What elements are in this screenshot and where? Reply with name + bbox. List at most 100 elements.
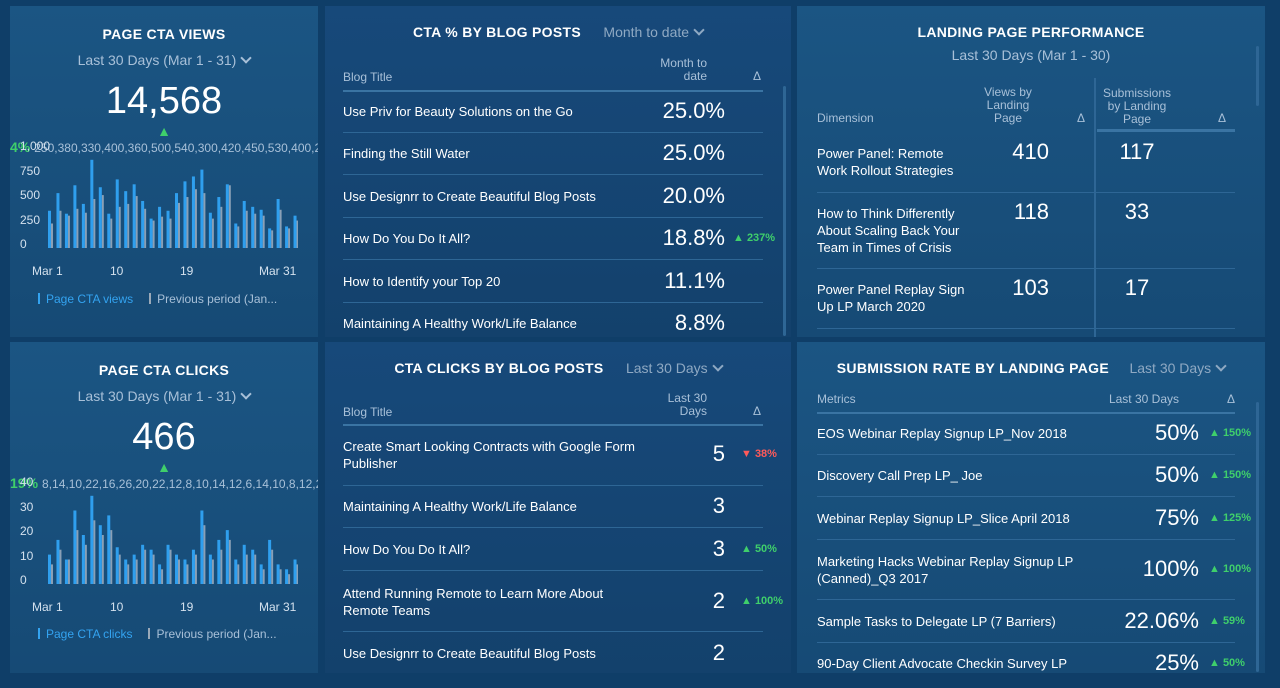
current-bar[interactable] bbox=[90, 495, 94, 584]
legend-current[interactable]: Page CTA clicks bbox=[38, 627, 132, 641]
current-bar[interactable] bbox=[73, 510, 77, 585]
previous-bar[interactable] bbox=[245, 210, 248, 248]
current-bar[interactable] bbox=[225, 184, 229, 248]
current-bar[interactable] bbox=[293, 559, 297, 585]
previous-bar[interactable] bbox=[186, 197, 189, 248]
previous-bar[interactable] bbox=[220, 549, 223, 584]
current-bar[interactable] bbox=[48, 210, 51, 248]
previous-bar[interactable] bbox=[118, 554, 121, 584]
previous-bar[interactable] bbox=[101, 535, 104, 584]
current-bar[interactable] bbox=[158, 564, 162, 584]
previous-bar[interactable] bbox=[262, 569, 265, 584]
previous-bar[interactable] bbox=[296, 564, 298, 584]
previous-bar[interactable] bbox=[127, 564, 130, 584]
table-row[interactable]: How to Identify your Top 20 11.1% bbox=[343, 260, 763, 303]
current-bar[interactable] bbox=[98, 187, 102, 248]
previous-bar[interactable] bbox=[254, 554, 257, 584]
previous-bar[interactable] bbox=[76, 530, 79, 584]
previous-bar[interactable] bbox=[110, 218, 113, 248]
table-row[interactable]: Attend Running Remote to Learn More Abou… bbox=[343, 571, 783, 632]
col-header-submissions[interactable]: Submissions by Landing Page bbox=[1102, 86, 1172, 126]
previous-bar[interactable] bbox=[178, 559, 180, 585]
current-bar[interactable] bbox=[191, 176, 195, 248]
current-bar[interactable] bbox=[166, 544, 170, 584]
previous-bar[interactable] bbox=[135, 559, 138, 585]
legend-previous[interactable]: Previous period (Jan... bbox=[149, 292, 277, 306]
scrollbar[interactable] bbox=[1256, 402, 1259, 672]
current-bar[interactable] bbox=[175, 193, 178, 248]
previous-bar[interactable] bbox=[237, 226, 240, 248]
current-bar[interactable] bbox=[64, 213, 68, 248]
previous-bar[interactable] bbox=[51, 223, 53, 249]
table-row[interactable]: Use Designrr to Create Beautiful Blog Po… bbox=[343, 175, 763, 218]
previous-bar[interactable] bbox=[118, 206, 121, 248]
previous-bar[interactable] bbox=[101, 195, 104, 248]
table-row[interactable]: How Do You Do It All? 3 ▲ 50% bbox=[343, 528, 777, 571]
previous-bar[interactable] bbox=[93, 520, 96, 584]
current-bar[interactable] bbox=[276, 199, 280, 248]
previous-bar[interactable] bbox=[203, 193, 206, 248]
previous-bar[interactable] bbox=[211, 559, 214, 585]
current-bar[interactable] bbox=[217, 539, 221, 584]
previous-bar[interactable] bbox=[211, 218, 214, 248]
current-bar[interactable] bbox=[175, 554, 178, 584]
previous-bar[interactable] bbox=[245, 554, 248, 584]
previous-bar[interactable] bbox=[161, 569, 164, 584]
current-bar[interactable] bbox=[242, 200, 246, 248]
current-bar[interactable] bbox=[132, 184, 136, 248]
col-header-delta[interactable]: Δ bbox=[753, 69, 762, 83]
previous-bar[interactable] bbox=[161, 216, 164, 248]
current-bar[interactable] bbox=[90, 159, 94, 248]
table-row[interactable]: Power Panel Replay Sign Up LP March 2020… bbox=[817, 269, 1235, 329]
previous-bar[interactable] bbox=[186, 564, 189, 584]
previous-bar[interactable] bbox=[203, 525, 206, 584]
col-header-value[interactable]: Month to date bbox=[660, 56, 707, 83]
current-bar[interactable] bbox=[234, 559, 238, 585]
period-dropdown[interactable]: Last 30 Days (Mar 1 - 31) bbox=[10, 388, 318, 404]
table-row[interactable]: Marketing Hacks Webinar Replay Signup LP… bbox=[817, 540, 1251, 600]
scrollbar[interactable] bbox=[783, 86, 786, 336]
previous-bar[interactable] bbox=[296, 220, 298, 248]
previous-bar[interactable] bbox=[271, 549, 274, 584]
current-bar[interactable] bbox=[268, 228, 272, 248]
current-bar[interactable] bbox=[81, 535, 85, 584]
current-bar[interactable] bbox=[191, 549, 195, 584]
current-bar[interactable] bbox=[107, 213, 111, 248]
legend-previous[interactable]: Previous period (Jan... bbox=[148, 627, 277, 641]
current-bar[interactable] bbox=[141, 200, 145, 248]
current-bar[interactable] bbox=[115, 547, 119, 584]
current-bar[interactable] bbox=[234, 223, 238, 249]
table-row[interactable]: Discovery Call Prep LP_ Joe 50% ▲ 150% bbox=[817, 455, 1251, 497]
scrollbar[interactable] bbox=[1256, 46, 1259, 106]
current-bar[interactable] bbox=[293, 215, 297, 248]
current-bar[interactable] bbox=[149, 549, 153, 584]
current-bar[interactable] bbox=[208, 554, 212, 584]
current-bar[interactable] bbox=[115, 179, 119, 248]
col-header-metrics[interactable]: Metrics bbox=[817, 392, 856, 406]
table-row[interactable]: Use Designrr to Create Beautiful Blog Po… bbox=[343, 632, 763, 673]
current-bar[interactable] bbox=[183, 559, 187, 585]
period-dropdown[interactable]: Last 30 Days (Mar 1 - 31) bbox=[10, 52, 318, 68]
current-bar[interactable] bbox=[208, 212, 212, 248]
current-bar[interactable] bbox=[73, 185, 77, 248]
current-bar[interactable] bbox=[56, 193, 60, 248]
previous-bar[interactable] bbox=[220, 206, 223, 248]
col-header-title[interactable]: Blog Title bbox=[343, 70, 393, 84]
current-bar[interactable] bbox=[285, 569, 289, 584]
col-header-views[interactable]: Views by Landing Page bbox=[984, 85, 1032, 125]
previous-bar[interactable] bbox=[93, 199, 96, 248]
current-bar[interactable] bbox=[124, 191, 128, 248]
col-header-title[interactable]: Blog Title bbox=[343, 405, 393, 419]
current-bar[interactable] bbox=[141, 544, 145, 584]
col-header-submissions-delta[interactable]: Δ bbox=[1218, 111, 1227, 125]
current-bar[interactable] bbox=[285, 226, 289, 248]
period-dropdown[interactable]: Last 30 Days bbox=[1129, 360, 1227, 376]
table-row[interactable]: Create Smart Looking Contracts with Goog… bbox=[343, 424, 777, 486]
current-bar[interactable] bbox=[166, 210, 170, 248]
current-bar[interactable] bbox=[225, 530, 229, 584]
previous-bar[interactable] bbox=[51, 564, 53, 584]
previous-bar[interactable] bbox=[135, 196, 138, 248]
current-bar[interactable] bbox=[200, 169, 204, 248]
table-row[interactable]: Sample Tasks to Delegate LP (7 Barriers)… bbox=[817, 600, 1245, 643]
current-bar[interactable] bbox=[200, 510, 204, 585]
